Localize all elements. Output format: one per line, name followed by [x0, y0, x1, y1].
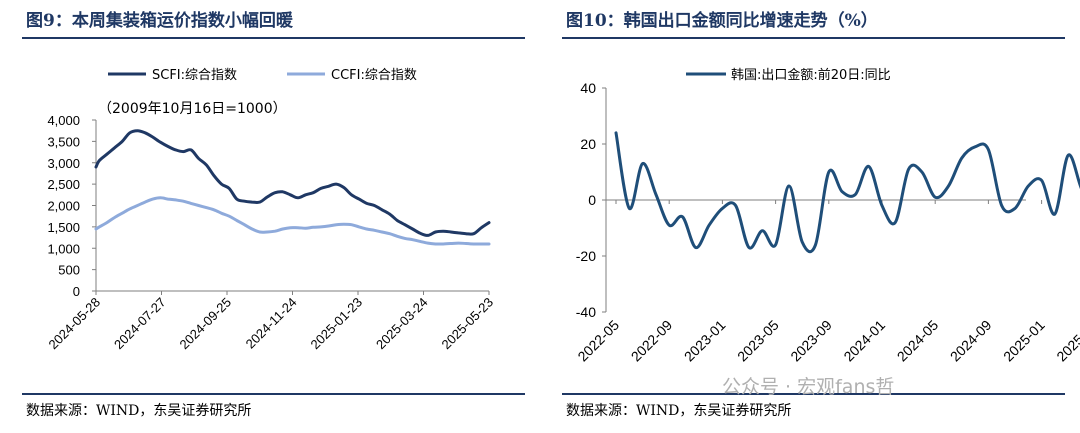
left-y-tick-label: 3,000	[47, 156, 80, 171]
right-x-tick-label: 2025-01	[1000, 317, 1048, 365]
left-x-tick-label: 2025-05-23	[438, 295, 496, 353]
right-y-tick-label: 0	[588, 192, 596, 208]
left-y-tick-label: 1,000	[47, 241, 80, 256]
left-x-tick-label: 2024-11-24	[243, 295, 300, 352]
right-y-tick-label: -40	[576, 304, 596, 320]
left-y-tick-label: 500	[58, 263, 80, 278]
ccfi-legend-label: CCFI:综合指数	[331, 68, 417, 83]
right-figure-title: 图10：韩国出口金额同比增速走势（%）	[566, 11, 878, 31]
right-x-tick-label: 2023-09	[787, 317, 835, 365]
right-panel: 图10：韩国出口金额同比增速走势（%） -40 -20 0 20 40 2022-05 20…	[540, 0, 1080, 433]
watermark: 公众号 · 宏观fans哲	[722, 376, 895, 398]
korea-export-series-line	[614, 131, 1080, 254]
left-panel: 图9：本周集装箱运价指数小幅回暖 0 500 1,000 1,500 2,000 2,50…	[22, 11, 525, 419]
right-x-tick-label: 2024-01	[840, 317, 888, 365]
right-y-tick-label: 20	[580, 136, 596, 152]
right-y-tick-label: -20	[576, 248, 596, 264]
left-y-tick-label: 4,000	[47, 113, 80, 128]
left-figure-title: 图9：本周集装箱运价指数小幅回暖	[26, 11, 293, 31]
left-y-tick-label: 1,500	[47, 220, 80, 235]
left-base-annotation: （2009年10月16日=1000）	[98, 101, 287, 117]
right-legend: 韩国:出口金额:前20日:同比	[686, 67, 891, 83]
right-x-tick-label: 2024-09	[947, 317, 995, 365]
right-y-tick-label: 40	[580, 80, 596, 96]
korea-legend-label: 韩国:出口金额:前20日:同比	[731, 67, 891, 83]
left-x-tick-label: 2025-03-24	[373, 295, 431, 353]
right-source-rule	[562, 393, 1065, 395]
left-chart: 0 500 1,000 1,500 2,000 2,500 3,000 3,500 4,000 2…	[45, 68, 496, 353]
left-x-tick-label: 2024-07-27	[111, 295, 169, 353]
left-x-tick-label: 2025-01-23	[307, 295, 365, 353]
left-x-tick-label: 2024-05-28	[45, 295, 103, 353]
left-source-note: 数据来源：WIND，东吴证券研究所	[26, 403, 252, 419]
scfi-legend-label: SCFI:综合指数	[152, 68, 237, 83]
right-x-tick-label: 2022-05	[574, 317, 622, 365]
left-x-tick-label: 2024-09-25	[176, 295, 234, 353]
left-source-rule	[22, 393, 525, 395]
left-legend: SCFI:综合指数 CCFI:综合指数	[108, 68, 417, 83]
right-x-tick-label: 2022-09	[628, 317, 676, 365]
right-x-tick-label: 2023-05	[734, 317, 782, 365]
right-title-rule	[562, 37, 1065, 39]
right-x-tick-label: 2023-01	[681, 317, 729, 365]
left-y-tick-label: 3,500	[47, 134, 80, 149]
left-y-tick-label: 0	[73, 284, 80, 299]
left-title-rule	[22, 37, 525, 39]
scfi-series-line	[94, 129, 491, 237]
left-y-tick-label: 2,500	[47, 177, 80, 192]
right-x-tick-label: 2024-05	[894, 317, 942, 365]
ccfi-series-line	[94, 196, 491, 246]
right-x-tick-label: 2025-05	[1053, 317, 1080, 365]
right-source-note: 数据来源：WIND，东吴证券研究所	[566, 403, 792, 419]
left-y-tick-label: 2,000	[47, 199, 80, 214]
